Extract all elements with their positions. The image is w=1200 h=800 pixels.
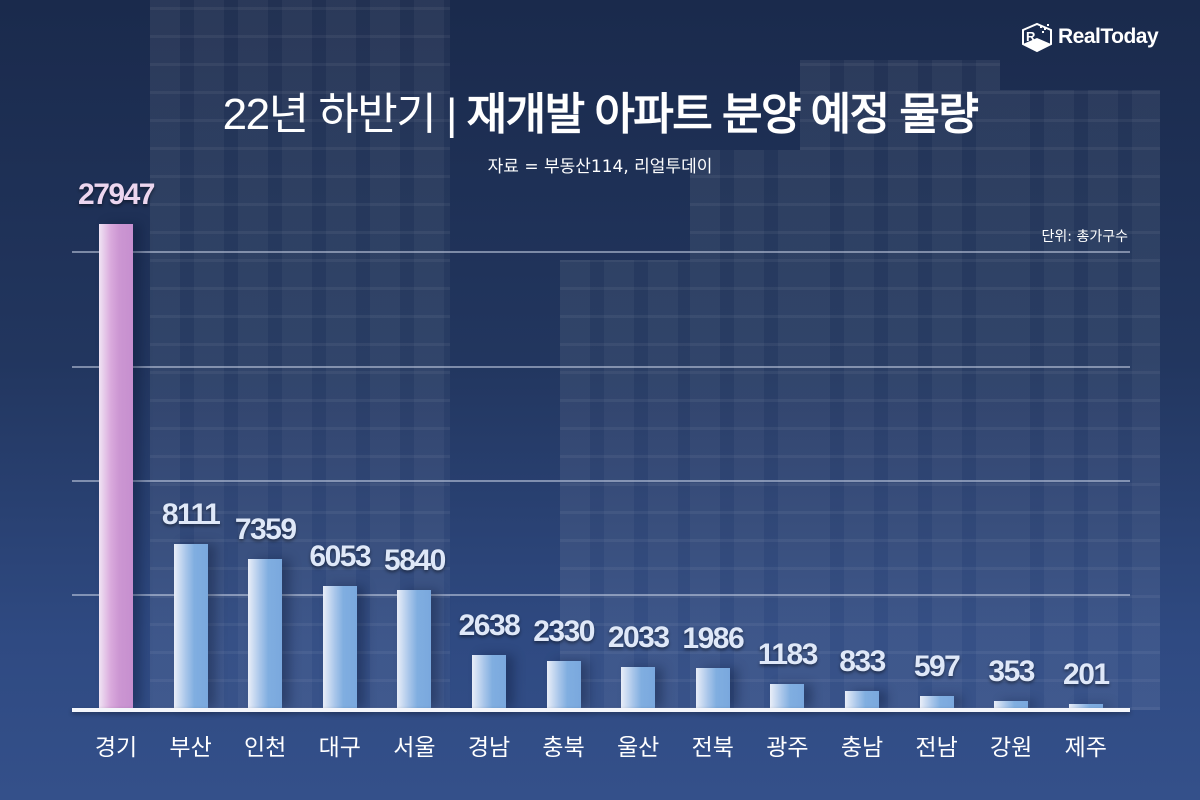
value-label: 2033	[607, 621, 670, 654]
bar-경남	[472, 655, 506, 708]
bar-인천	[248, 559, 283, 708]
category-label: 충남	[840, 735, 884, 761]
bar-대구	[322, 586, 357, 708]
chart-title: 22년 하반기 | 재개발 아파트 분양 예정 물량	[0, 78, 1200, 142]
x-axis-line	[72, 708, 1130, 712]
gridline	[72, 594, 1130, 596]
bar-전남	[919, 696, 954, 708]
brand-name: RealToday	[1058, 25, 1159, 48]
category-label: 광주	[766, 735, 809, 761]
bar-서울	[397, 590, 432, 708]
bar-광주	[770, 684, 805, 708]
value-label: 2330	[533, 615, 595, 648]
brand-logo: R RealToday	[1020, 20, 1159, 54]
category-label: 제주	[1064, 735, 1107, 761]
gridline	[72, 480, 1130, 482]
category-label: 전북	[691, 735, 734, 761]
gridline	[72, 251, 1130, 253]
bar-경기	[99, 224, 133, 708]
background-building	[690, 150, 800, 710]
bar-충북	[546, 661, 581, 708]
bar-강원	[994, 701, 1029, 708]
title-subject: 재개발 아파트 분양 예정 물량	[466, 90, 979, 139]
category-label: 경남	[467, 735, 511, 761]
category-label: 인천	[244, 735, 287, 761]
category-label: 울산	[617, 735, 660, 761]
category-label: 강원	[990, 735, 1033, 761]
value-label: 353	[988, 655, 1035, 688]
bar-부산	[173, 544, 208, 708]
unit-label: 단위: 총가구수	[1041, 229, 1128, 245]
category-label: 경기	[94, 735, 138, 761]
category-label: 대구	[318, 735, 361, 761]
bar-제주	[1068, 704, 1103, 708]
value-label: 201	[1063, 658, 1110, 691]
value-label: 8111	[161, 498, 221, 531]
bar-울산	[621, 667, 656, 708]
value-label: 597	[913, 650, 961, 683]
title-period: 22년 하반기 |	[222, 90, 458, 139]
svg-text:R: R	[1026, 29, 1036, 44]
value-label: 1183	[757, 638, 819, 671]
value-label: 1986	[682, 622, 744, 655]
category-label: 부산	[169, 735, 212, 761]
value-label: 2638	[458, 609, 521, 642]
category-label: 서울	[393, 735, 436, 761]
value-label: 27947	[78, 178, 155, 211]
data-source: 자료 = 부동산114, 리얼투데이	[487, 157, 713, 177]
background-building	[560, 260, 690, 710]
background-building	[1000, 90, 1160, 710]
category-label: 충북	[542, 735, 585, 761]
value-label: 6053	[309, 540, 371, 573]
cube-r-logo-icon: R	[1022, 22, 1052, 53]
value-label: 7359	[234, 513, 297, 546]
category-label: 전남	[915, 735, 958, 761]
value-label: 5840	[384, 544, 446, 577]
bar-충남	[845, 691, 879, 708]
gridline	[72, 366, 1130, 368]
value-label: 833	[839, 645, 886, 678]
background-building	[800, 60, 1000, 710]
bar-전북	[695, 668, 730, 708]
